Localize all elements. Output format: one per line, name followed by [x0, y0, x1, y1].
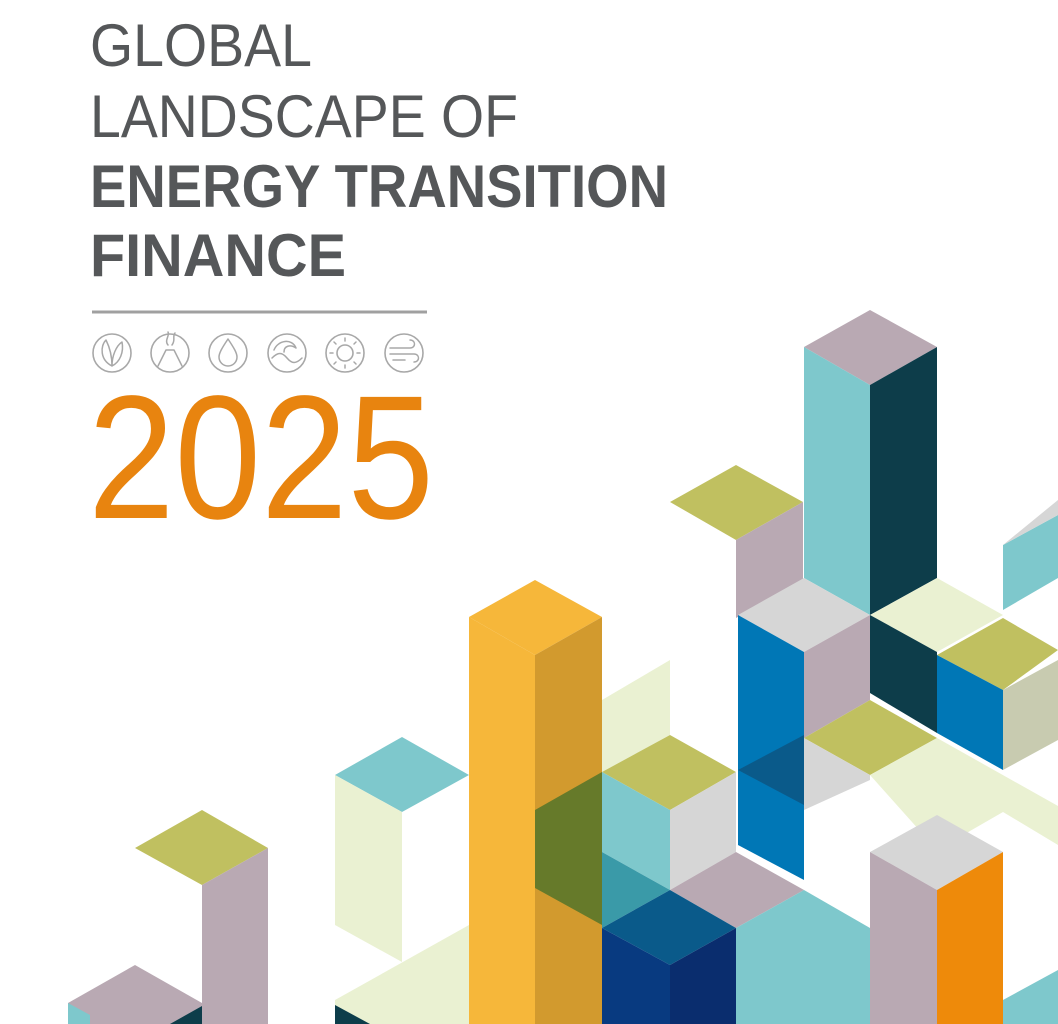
block-face: [1003, 500, 1058, 545]
block-face: [335, 1005, 370, 1024]
block-face: [937, 618, 1058, 690]
block-face: [804, 310, 937, 385]
title-line: FINANCE: [90, 222, 346, 289]
block-face: [170, 1006, 202, 1024]
title-line: ENERGY TRANSITION: [90, 153, 668, 220]
title-line: LANDSCAPE OF: [90, 83, 518, 150]
icon-wave: [267, 333, 307, 373]
block-face: [804, 347, 870, 615]
block-face: [1003, 515, 1058, 610]
block-face: [670, 852, 804, 928]
title: GLOBAL LANDSCAPE OF ENERGY TRANSITION FI…: [90, 12, 668, 289]
block-face: [870, 852, 937, 1024]
icon-sun: [325, 333, 365, 373]
block-face: [804, 738, 870, 810]
block-face: [870, 815, 1003, 890]
block-face: [135, 810, 268, 885]
block-face: [1003, 660, 1058, 770]
block-face: [68, 965, 202, 1024]
block-face: [804, 615, 870, 738]
block-face: [804, 700, 937, 775]
block-face: [937, 655, 1003, 770]
block-face: [469, 617, 535, 1024]
block-face: [602, 735, 736, 810]
block-face: [602, 852, 670, 928]
block-face: [736, 890, 870, 1024]
isometric-blocks: [68, 310, 1058, 1024]
block-face: [738, 615, 804, 880]
icon-wind: [384, 333, 424, 373]
block-face: [670, 465, 803, 540]
block-face: [602, 890, 736, 965]
block-face: [335, 925, 469, 1024]
icons: [92, 331, 424, 373]
icon-water: [208, 333, 248, 373]
block-face: [738, 735, 804, 805]
block-face: [469, 580, 602, 655]
title-line: GLOBAL: [90, 12, 312, 79]
icon-volcano: [150, 331, 190, 373]
block-face: [335, 737, 469, 812]
block-face: [670, 928, 736, 1024]
block-face: [68, 1003, 90, 1024]
block-face: [335, 775, 402, 962]
block-face: [870, 578, 1003, 652]
block-face: [937, 852, 1003, 1024]
icon-leaf: [92, 333, 132, 373]
block-face: [670, 772, 736, 890]
block-face: [602, 928, 670, 1024]
block-face: [602, 772, 670, 890]
block-face: [202, 848, 268, 1024]
block-face: [1003, 970, 1058, 1024]
block-face: [870, 347, 937, 615]
block-face: [602, 660, 670, 772]
block-face: [870, 738, 1058, 850]
year: 2025: [88, 360, 434, 556]
block-face: [535, 772, 602, 925]
block-face: [870, 615, 937, 733]
